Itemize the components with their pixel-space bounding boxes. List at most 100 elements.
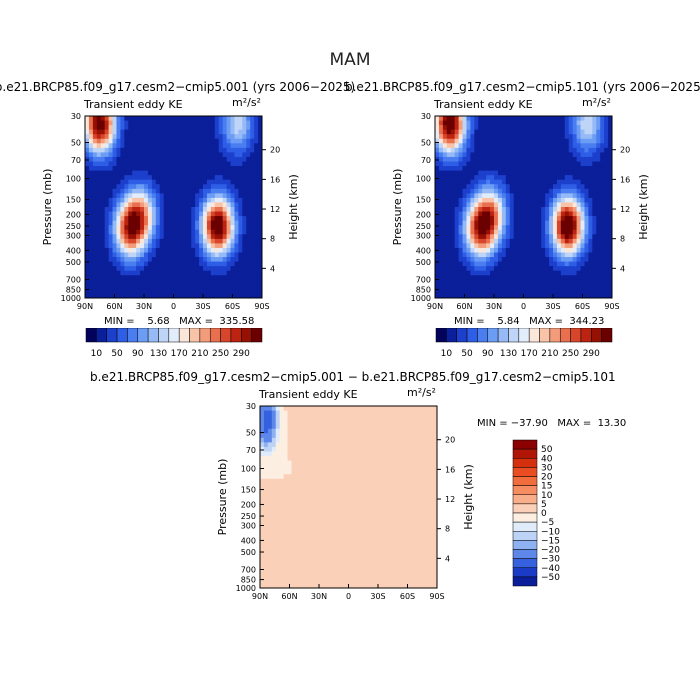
heatmap-cell [307, 410, 312, 416]
heatmap-cell [263, 406, 269, 412]
heatmap-cell [171, 247, 176, 253]
heatmap-cell [279, 519, 285, 525]
heatmap-cell [435, 116, 440, 122]
heatmap-cell [401, 415, 407, 421]
heatmap-cell [381, 487, 387, 493]
heatmap-cell [144, 161, 149, 167]
heatmap-cell [446, 188, 452, 194]
heatmap-cell [303, 406, 308, 412]
heatmap-cell [291, 487, 296, 493]
heatmap-cell [474, 220, 479, 226]
heatmap-cell [120, 202, 125, 208]
heatmap-cell [246, 129, 251, 135]
heatmap-cell [116, 261, 121, 267]
heatmap-cell [438, 270, 444, 276]
heatmap-cell [580, 193, 585, 199]
heatmap-cell [501, 293, 507, 299]
y-tick-label: 500 [416, 258, 431, 267]
heatmap-cell [385, 433, 391, 439]
heatmap-cell [409, 492, 414, 498]
heatmap-cell [354, 492, 359, 498]
heatmap-cell [470, 184, 475, 190]
heatmap-cell [218, 129, 224, 135]
heatmap-cell [450, 179, 456, 185]
heatmap-cell [560, 147, 566, 153]
heatmap-cell [214, 220, 220, 226]
heatmap-cell [486, 138, 491, 144]
heatmap-cell [167, 234, 173, 240]
heatmap-cell [541, 161, 546, 167]
panel-units: m²/s² [407, 386, 436, 399]
heatmap-cell [466, 184, 471, 190]
heatmap-cell [584, 229, 589, 235]
heatmap-cell [596, 202, 601, 208]
heatmap-cell [214, 257, 220, 263]
heatmap-cell [163, 275, 169, 281]
heatmap-cell [588, 293, 593, 299]
heatmap-cell [378, 487, 383, 493]
heatmap-cell [144, 266, 149, 272]
heatmap-cell [206, 279, 212, 285]
heatmap-cell [537, 257, 542, 263]
heatmap-cell [100, 211, 106, 217]
heatmap-cell [438, 138, 444, 144]
heatmap-cell [187, 266, 192, 272]
heatmap-cell [608, 247, 613, 253]
heatmap-cell [560, 257, 566, 263]
heatmap-cell [307, 442, 312, 448]
heatmap-cell [271, 437, 277, 443]
heatmap-cell [470, 261, 475, 267]
heatmap-cell [96, 175, 102, 181]
heatmap-cell [494, 279, 499, 285]
heatmap-cell [505, 234, 511, 240]
heatmap-cell [553, 166, 558, 172]
heatmap-cell [450, 247, 456, 253]
heatmap-cell [132, 138, 137, 144]
heatmap-cell [537, 197, 542, 203]
heatmap-cell [311, 433, 316, 439]
heatmap-cell [572, 288, 578, 294]
heatmap-cell [490, 211, 495, 217]
heatmap-cell [147, 266, 153, 272]
heatmap-cell [596, 125, 601, 131]
heatmap-cell [108, 293, 114, 299]
heatmap-cell [242, 120, 247, 126]
heatmap-cell [462, 261, 467, 267]
heatmap-cell [100, 284, 106, 290]
heatmap-cell [482, 197, 487, 203]
heatmap-cell [124, 147, 129, 153]
heatmap-cell [397, 465, 403, 471]
heatmap-cell [311, 446, 316, 452]
heatmap-cell [608, 220, 613, 226]
heatmap-cell [258, 238, 263, 244]
heatmap-cell [580, 120, 585, 126]
heatmap-cell [556, 252, 562, 258]
heatmap-cell [549, 179, 554, 185]
heatmap-cell [446, 202, 452, 208]
heatmap-cell [299, 442, 304, 448]
heatmap-cell [226, 234, 232, 240]
heatmap-cell [421, 474, 426, 480]
heatmap-cell [470, 211, 475, 217]
heatmap-cell [136, 261, 141, 267]
heatmap-cell [271, 410, 277, 416]
heatmap-cell [397, 451, 403, 457]
heatmap-cell [580, 225, 585, 231]
heatmap-cell [187, 147, 192, 153]
heatmap-cell [199, 275, 204, 281]
heatmap-cell [258, 175, 263, 181]
heatmap-cell [171, 225, 176, 231]
heatmap-cell [517, 261, 523, 267]
heatmap-cell [529, 261, 534, 267]
heatmap-cell [210, 197, 216, 203]
heatmap-cell [584, 238, 589, 244]
heatmap-cell [497, 116, 503, 122]
heatmap-cell [136, 188, 141, 194]
heatmap-cell [401, 456, 407, 462]
heatmap-cell [187, 216, 192, 222]
heatmap-cell [442, 266, 448, 272]
heatmap-cell [513, 279, 519, 285]
heatmap-cell [505, 293, 511, 299]
heatmap-cell [378, 456, 383, 462]
heatmap-cell [482, 243, 487, 249]
